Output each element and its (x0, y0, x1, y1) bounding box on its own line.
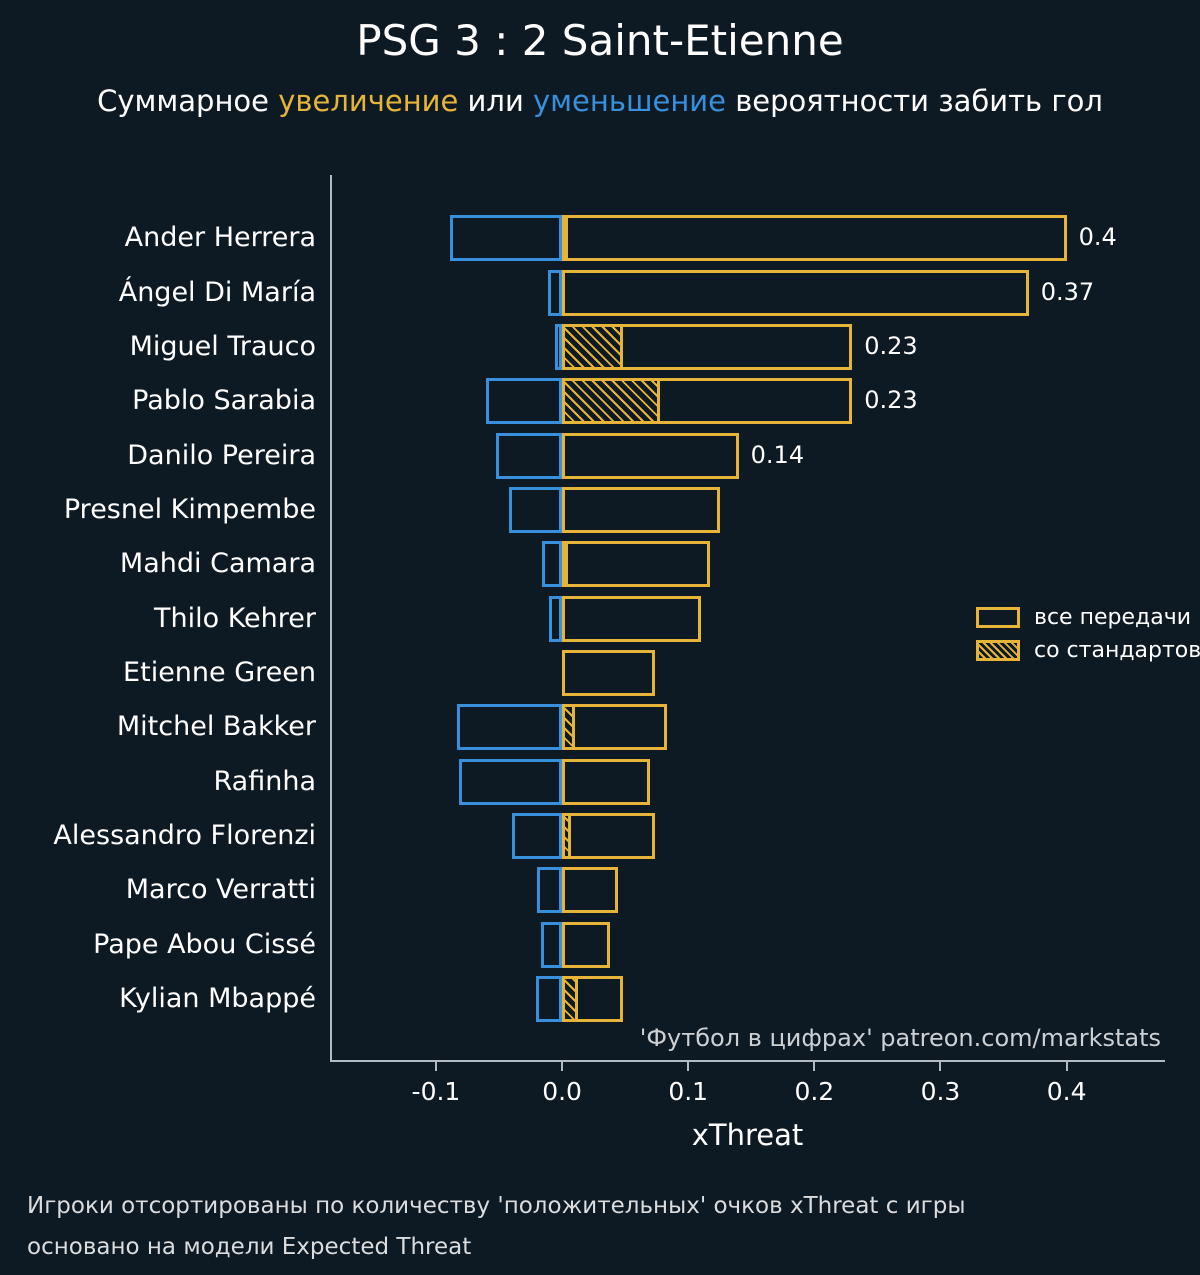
bar-positive (562, 812, 656, 859)
bar-negative (458, 758, 563, 805)
y-axis-label: Marco Verratti (125, 874, 316, 906)
legend-all-passes-label: все передачи (1034, 605, 1191, 630)
bar-positive (562, 758, 651, 805)
legend: все передачи со стандартов (976, 601, 1200, 667)
bar-set-piece (562, 975, 579, 1022)
footer: Игроки отсортированы по количеству 'поло… (27, 1186, 966, 1268)
bar-positive (562, 541, 710, 588)
y-axis-label: Ángel Di María (118, 276, 316, 308)
subtitle-decrease-word: уменьшение (533, 84, 726, 118)
bar-set-piece (562, 812, 571, 859)
subtitle-text-3: вероятности забить гол (725, 84, 1103, 118)
x-tick-label: 0.4 (1046, 1077, 1087, 1106)
bar-negative (540, 921, 563, 968)
bar-positive (562, 432, 739, 479)
x-axis-title: xThreat (691, 1118, 804, 1152)
value-label: 0.23 (864, 331, 918, 360)
bar-set-piece (562, 323, 623, 370)
value-label: 0.4 (1078, 223, 1117, 252)
subtitle-text-1: Суммарное (97, 84, 279, 118)
bar-positive (562, 215, 1067, 262)
bar-negative (548, 269, 563, 316)
x-tick-label: 0.3 (920, 1077, 961, 1106)
watermark: 'Футбол в цифрах' patreon.com/markstats (639, 1024, 1161, 1052)
bar-negative (535, 975, 563, 1022)
all-passes-swatch-icon (976, 607, 1020, 628)
legend-item-set-pieces: со стандартов (976, 634, 1200, 667)
bar-positive (562, 269, 1029, 316)
bar-negative (496, 432, 563, 479)
subtitle: Суммарное увеличение или уменьшение веро… (0, 84, 1200, 118)
set-pieces-swatch-icon (976, 640, 1020, 661)
page-title: PSG 3 : 2 Saint-Etienne (356, 16, 844, 65)
x-tick-label: 0.1 (668, 1077, 709, 1106)
x-tick (1065, 1062, 1068, 1071)
bar-negative (511, 812, 563, 859)
x-tick (561, 1062, 564, 1071)
y-axis-label: Alessandro Florenzi (53, 819, 316, 851)
bar-negative (457, 704, 563, 751)
y-axis-label: Thilo Kehrer (153, 602, 316, 634)
bar-negative (509, 486, 563, 533)
bar-negative (536, 867, 563, 914)
x-tick-label: 0.0 (542, 1077, 582, 1106)
x-tick (813, 1062, 816, 1071)
bar-set-piece (562, 704, 575, 751)
y-axis-label: Pape Abou Cissé (93, 928, 316, 960)
bar-set-piece (562, 378, 661, 425)
value-label: 0.23 (864, 386, 918, 415)
y-axis-label: Mitchel Bakker (116, 711, 316, 743)
bar-positive (562, 867, 618, 914)
y-axis-line (330, 175, 332, 1062)
chart-rows: Ander Herrera 0.4 Ángel Di María 0.37 Miguel… (53, 175, 1165, 1106)
bar-negative (549, 595, 563, 642)
y-axis-label: Kylian Mbappé (119, 982, 316, 1014)
bar-negative (554, 323, 563, 370)
x-tick (434, 1062, 437, 1071)
y-axis-label: Danilo Pereira (127, 439, 316, 471)
value-label: 0.37 (1040, 277, 1095, 306)
y-axis-label: Presnel Kimpembe (63, 493, 316, 525)
bar-negative (486, 378, 563, 425)
x-tick-label: 0.2 (794, 1077, 835, 1106)
bar-positive (562, 649, 656, 696)
value-label: 0.14 (750, 440, 805, 469)
x-axis-line (330, 1060, 1165, 1062)
bar-negative (541, 541, 563, 588)
subtitle-text-2: или (458, 84, 534, 118)
bar-set-piece (562, 215, 569, 262)
bar-set-piece (562, 541, 569, 588)
bar-negative (449, 215, 563, 262)
y-axis-label: Rafinha (213, 765, 317, 797)
bar-positive (562, 704, 667, 751)
footer-note-line2: основано на модели Expected Threat (27, 1234, 472, 1260)
footer-note-line1: Игроки отсортированы по количеству 'поло… (27, 1193, 966, 1219)
bar-chart-plot-area: Ander Herrera 0.4 Ángel Di María 0.37 Miguel… (53, 175, 1200, 1106)
y-axis-label: Ander Herrera (124, 222, 316, 254)
x-tick (939, 1062, 942, 1071)
x-tick-label: -0.1 (411, 1077, 461, 1106)
y-axis-label: Etienne Green (123, 656, 316, 688)
bar-positive (562, 486, 720, 533)
bar-positive (562, 595, 701, 642)
y-axis-label: Mahdi Camara (119, 548, 316, 580)
legend-set-pieces-label: со стандартов (1034, 638, 1200, 663)
subtitle-increase-word: увеличение (278, 84, 459, 118)
y-axis-label: Pablo Sarabia (132, 385, 316, 417)
legend-item-all-passes: все передачи (976, 601, 1200, 634)
x-tick (687, 1062, 690, 1071)
bar-positive (562, 921, 610, 968)
y-axis-label: Miguel Trauco (129, 330, 316, 362)
